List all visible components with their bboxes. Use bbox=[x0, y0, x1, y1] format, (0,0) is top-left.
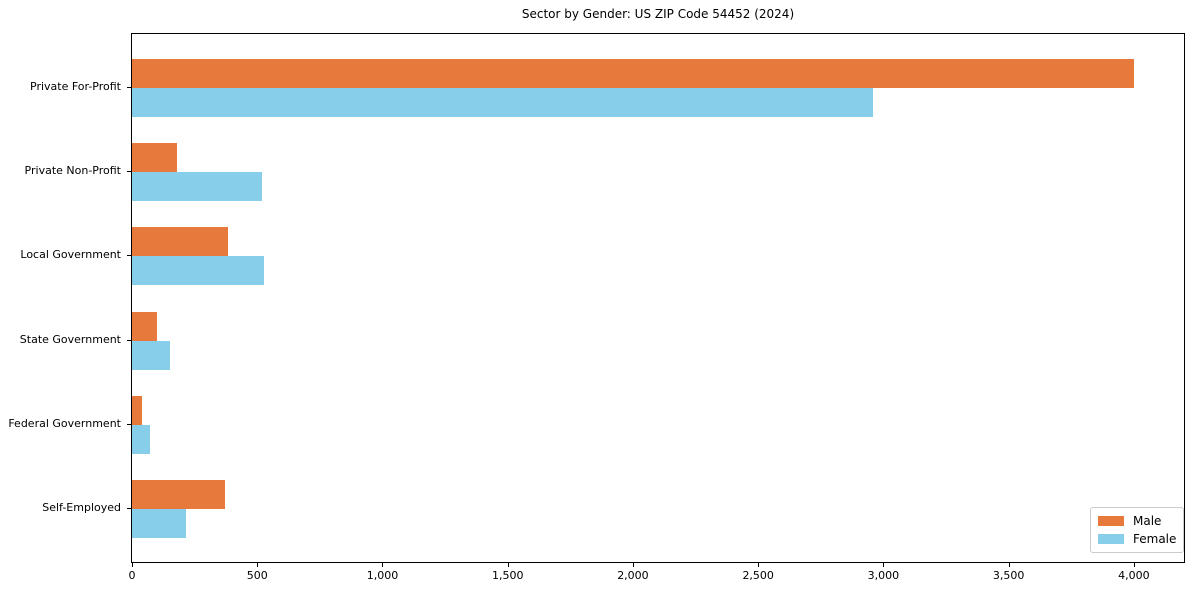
legend-item-female: Female bbox=[1098, 533, 1176, 545]
y-tick-label-local-government: Local Government bbox=[20, 248, 121, 262]
x-tick-label-2500: 2,500 bbox=[742, 569, 774, 582]
legend-label-female: Female bbox=[1133, 531, 1177, 546]
bar-male-self-employed bbox=[132, 480, 225, 509]
x-tick-mark bbox=[132, 563, 133, 567]
bar-female-local-government bbox=[132, 256, 264, 286]
chart-title: Sector by Gender: US ZIP Code 54452 (202… bbox=[521, 7, 795, 21]
y-tick-label-private-non-profit: Private Non-Profit bbox=[24, 164, 121, 178]
bar-female-private-for-profit bbox=[132, 88, 874, 117]
y-tick-mark bbox=[127, 87, 131, 88]
y-tick-label-federal-government: Federal Government bbox=[8, 416, 121, 430]
x-tick-mark bbox=[257, 563, 259, 567]
bar-female-federal-government bbox=[132, 424, 150, 454]
legend: Male Female bbox=[1090, 507, 1184, 553]
x-tick-label-2000: 2,000 bbox=[617, 569, 649, 582]
y-tick-mark bbox=[127, 423, 131, 425]
x-tick-label-500: 500 bbox=[246, 569, 268, 582]
bar-male-private-non-profit bbox=[132, 143, 178, 173]
x-tick-mark bbox=[1133, 563, 1135, 567]
bar-female-self-employed bbox=[132, 509, 186, 538]
x-tick-mark bbox=[507, 563, 509, 567]
y-tick-mark bbox=[127, 508, 131, 509]
y-tick-label-self-employed: Self-Employed bbox=[42, 501, 121, 514]
bar-male-state-government bbox=[132, 311, 158, 341]
x-tick-label-3000: 3,000 bbox=[867, 569, 900, 582]
x-tick-mark bbox=[632, 563, 634, 567]
y-tick-label-state-government: State Government bbox=[19, 332, 121, 346]
legend-swatch-female bbox=[1098, 533, 1124, 544]
bar-female-private-non-profit bbox=[132, 172, 263, 202]
bar-male-federal-government bbox=[132, 395, 143, 425]
x-tick-label-4000: 4,000 bbox=[1118, 569, 1150, 582]
x-tick-mark bbox=[883, 563, 885, 567]
bar-female-state-government bbox=[132, 340, 170, 370]
legend-label-male: Male bbox=[1133, 514, 1162, 529]
legend-item-male: Male bbox=[1098, 515, 1176, 527]
x-tick-label-3500: 3,500 bbox=[992, 569, 1025, 582]
legend-swatch-male bbox=[1098, 516, 1124, 527]
plot-area bbox=[131, 33, 1185, 563]
x-tick-mark bbox=[382, 563, 384, 567]
bar-male-private-for-profit bbox=[132, 59, 1134, 88]
x-tick-mark bbox=[1008, 563, 1010, 567]
x-tick-label-1000: 1,000 bbox=[366, 569, 399, 582]
x-tick-label-0: 0 bbox=[128, 569, 136, 582]
y-tick-mark bbox=[127, 339, 131, 341]
x-tick-mark bbox=[758, 563, 760, 567]
y-tick-label-private-for-profit: Private For-Profit bbox=[30, 80, 121, 93]
y-tick-mark bbox=[127, 171, 131, 173]
bar-male-local-government bbox=[132, 227, 229, 257]
y-tick-mark bbox=[127, 255, 131, 257]
x-tick-label-1500: 1,500 bbox=[491, 569, 524, 582]
